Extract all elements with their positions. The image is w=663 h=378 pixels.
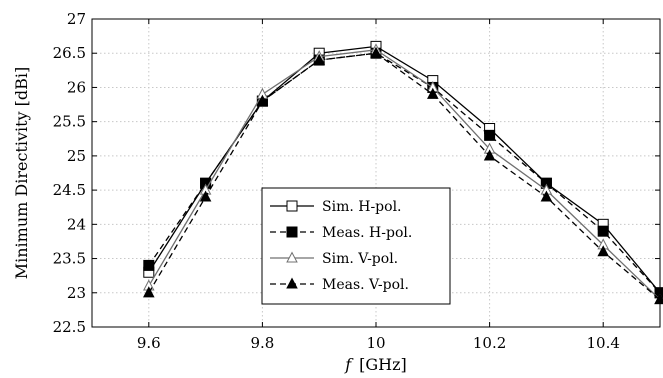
series-line bbox=[148, 52, 661, 301]
legend: Sim. H-pol. Meas. H-pol. Sim. V-pol. Meas. … bbox=[261, 187, 451, 305]
data-point bbox=[540, 190, 553, 202]
legend-marker bbox=[286, 251, 298, 263]
legend-item: Sim. H-pol. bbox=[270, 199, 402, 215]
legend-label: Sim. H-pol. bbox=[322, 199, 402, 215]
y-tick-label: 22.5 bbox=[53, 318, 86, 336]
x-tick-label: 9.8 bbox=[250, 334, 274, 352]
data-point bbox=[370, 46, 382, 58]
legend-label: Meas. H-pol. bbox=[322, 225, 412, 241]
y-tick-label: 26 bbox=[67, 78, 86, 96]
data-point bbox=[143, 286, 155, 298]
y-tick-label: 23 bbox=[67, 284, 86, 302]
x-tick-label: 10.2 bbox=[473, 334, 506, 352]
series-layer bbox=[143, 40, 663, 305]
x-axis-label: f [GHz] bbox=[344, 355, 407, 374]
y-tick-labels: 22.5 23 23.5 24 24.5 25 25.5 26 26.5 27 bbox=[53, 10, 86, 336]
legend-label: Sim. V-pol. bbox=[322, 251, 398, 267]
x-tick-label: 10 bbox=[366, 334, 385, 352]
x-axis-variable: f bbox=[344, 355, 354, 374]
data-point bbox=[143, 259, 155, 271]
y-tick-label: 24.5 bbox=[53, 181, 86, 199]
y-tick-label: 25 bbox=[67, 147, 86, 165]
data-point bbox=[256, 94, 269, 106]
x-tick-labels: 9.6 9.8 10 10.2 10.4 bbox=[137, 334, 620, 352]
legend-marker bbox=[286, 226, 298, 238]
ticks bbox=[92, 18, 660, 328]
legend-item: Meas. V-pol. bbox=[270, 277, 409, 293]
legend-item: Sim. V-pol. bbox=[270, 251, 398, 267]
data-point bbox=[597, 225, 609, 237]
series-4 bbox=[143, 46, 663, 305]
x-tick-label: 9.6 bbox=[137, 334, 161, 352]
x-tick-label: 10.4 bbox=[586, 334, 619, 352]
y-tick-label: 27 bbox=[67, 10, 86, 28]
legend-item: Meas. H-pol. bbox=[270, 225, 412, 241]
y-tick-label: 25.5 bbox=[53, 113, 86, 131]
y-tick-label: 24 bbox=[67, 215, 86, 233]
data-point bbox=[597, 245, 609, 257]
x-axis-unit: [GHz] bbox=[359, 355, 407, 374]
data-point bbox=[313, 53, 325, 65]
legend-marker bbox=[286, 200, 298, 212]
series-line bbox=[148, 52, 661, 294]
series-line bbox=[148, 49, 661, 301]
y-axis-label: Minimum Directivity [dBi] bbox=[12, 67, 31, 280]
data-point bbox=[427, 87, 439, 99]
y-tick-label: 26.5 bbox=[53, 44, 86, 62]
y-tick-label: 23.5 bbox=[53, 250, 86, 268]
legend-label: Meas. V-pol. bbox=[322, 277, 409, 293]
legend-marker bbox=[286, 277, 298, 289]
data-point bbox=[199, 190, 212, 202]
data-point bbox=[483, 149, 496, 161]
data-point bbox=[484, 129, 496, 141]
